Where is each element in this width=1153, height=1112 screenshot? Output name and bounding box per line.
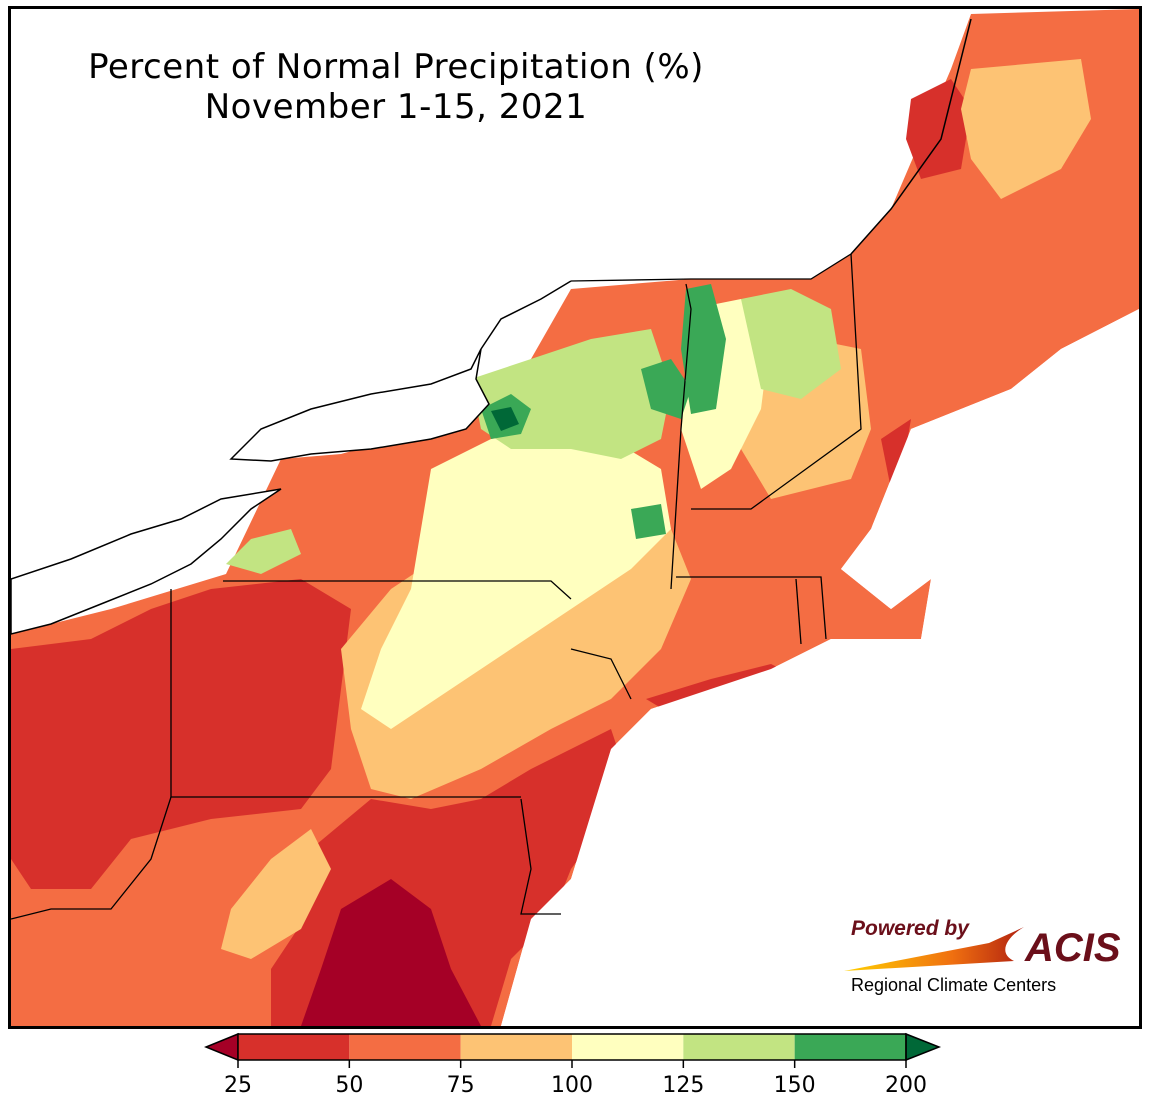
atlantic-ocean [501, 309, 1139, 1026]
lake-ontario [229, 348, 490, 462]
colorbar-swatch [238, 1034, 350, 1060]
region-75-100-wv [221, 829, 331, 959]
colorbar-swatch [794, 1034, 906, 1060]
region-150-200-cny [631, 504, 666, 539]
colorbar-boxes [204, 1032, 942, 1062]
region-150-200-vt [681, 284, 726, 414]
region-severe-deficit [301, 879, 481, 1026]
region-75-100-maine [961, 59, 1091, 199]
colorbar-tick-label: 125 [662, 1073, 704, 1098]
lake-erie [11, 488, 282, 635]
acis-swoosh-icon [844, 927, 1024, 971]
region-125-150-vt [741, 289, 841, 399]
region-deficit-west [11, 579, 351, 889]
region-100-125-ny [361, 429, 671, 729]
colorbar-swatch [572, 1034, 684, 1060]
colorbar-extend-low [204, 1032, 239, 1062]
colorbar-swatch [683, 1034, 795, 1060]
colorbar-tick-label: 200 [885, 1073, 927, 1098]
region-150-200-adirondack [641, 359, 691, 419]
precipitation-map [11, 9, 1139, 1026]
map-frame: Percent of Normal Precipitation (%) Nove… [8, 6, 1142, 1029]
acis-logo: Powered by ACIS Regional Climate Centers [844, 917, 1121, 995]
acis-brand-text: ACIS [1024, 926, 1121, 970]
colorbar-swatch [349, 1034, 461, 1060]
colorbar-extend-high [905, 1032, 942, 1062]
colorbar-legend: 25 50 75 100 125 150 200 [204, 1032, 942, 1098]
colorbar-swatch [460, 1034, 572, 1060]
colorbar-tick-label: 25 [224, 1073, 252, 1098]
powered-by-text: Powered by [851, 917, 970, 940]
map-subtitle: November 1-15, 2021 [204, 87, 588, 127]
map-title: Percent of Normal Precipitation (%) [88, 47, 704, 87]
colorbar-tick-label: 100 [551, 1073, 593, 1098]
coastline [480, 18, 972, 350]
colorbar-tick-label: 50 [335, 1073, 363, 1098]
region-125-150-ny [471, 329, 671, 459]
colorbar-labels: 25 50 75 100 125 150 200 [224, 1060, 927, 1098]
rcc-text: Regional Climate Centers [851, 975, 1056, 995]
region-deficit-maine-north [906, 79, 971, 179]
colorbar-tick-label: 150 [774, 1073, 816, 1098]
state-borders [11, 253, 862, 920]
colorbar-tick-label: 75 [447, 1073, 475, 1098]
region-150-200-ny-dark [491, 407, 519, 431]
region-125-150-lake [226, 529, 301, 574]
